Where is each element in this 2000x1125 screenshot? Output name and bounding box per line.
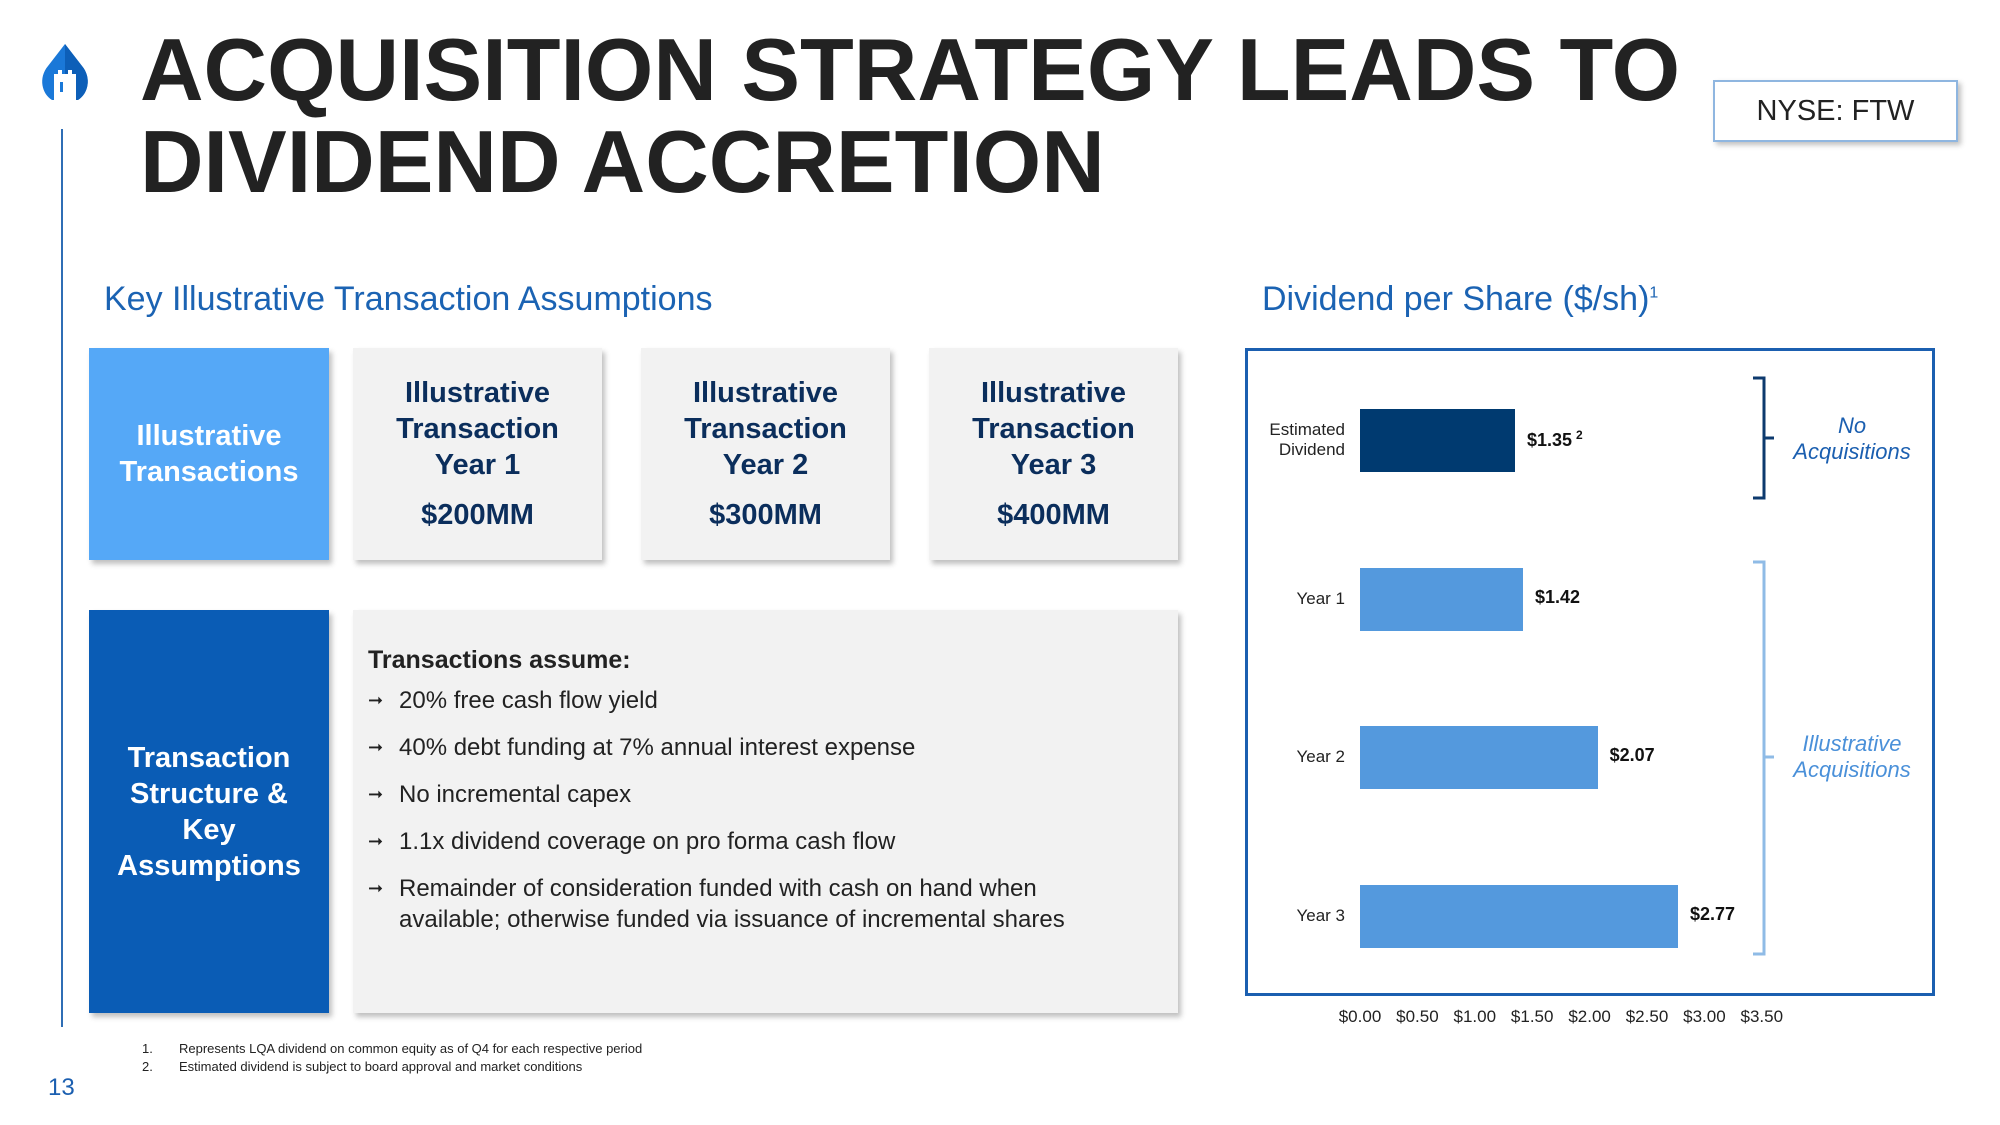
bar	[1360, 725, 1598, 789]
group-label-line: Illustrative	[1802, 731, 1902, 756]
x-tick-label: $1.00	[1453, 1007, 1497, 1026]
bullet-item: ➞ 1.1x dividend coverage on pro forma cas…	[368, 826, 1163, 857]
value-label-text: $2.07	[1609, 745, 1655, 765]
card-line: Transaction	[972, 413, 1135, 445]
category-label: Year 1	[1296, 589, 1345, 608]
page-title: ACQUISITION STRATEGY LEADS TO DIVIDEND AC…	[140, 24, 1700, 208]
x-tick-label: $2.00	[1568, 1007, 1611, 1026]
value-label-text: $2.77	[1689, 904, 1736, 924]
value-label-text: $1.42	[1535, 587, 1581, 607]
arrow-icon: ➞	[368, 737, 384, 757]
card-amount: $400MM	[997, 499, 1110, 531]
structure-assumptions-label: Transaction Structure & Key Assumptions	[89, 610, 329, 1013]
footnote-text: Represents LQA dividend on common equity…	[179, 1041, 643, 1056]
company-logo-icon	[42, 44, 88, 100]
x-tick-label: $2.50	[1625, 1007, 1669, 1026]
card-line: Transaction	[684, 413, 847, 445]
category-label: Year 3	[1296, 906, 1345, 925]
assumptions-heading: Transactions assume:	[368, 646, 631, 674]
bullet-text: Remainder of consideration funded with c…	[399, 875, 1065, 933]
bar	[1360, 567, 1524, 631]
group-label-line: Acquisitions	[1793, 439, 1911, 464]
category-label: Year 2	[1296, 747, 1345, 766]
brace-no-acquisitions	[1753, 376, 1774, 500]
dividend-chart-frame	[1245, 348, 1935, 996]
card-amount: $200MM	[421, 499, 534, 531]
assumptions-subtitle: Key Illustrative Transaction Assumptions	[104, 280, 713, 318]
value-label: $1.42	[1535, 587, 1580, 608]
chart-subtitle: Dividend per Share ($/sh)1	[1262, 280, 1658, 319]
category-label: Estimated Dividend	[1269, 420, 1345, 459]
card-line: Illustrative	[404, 377, 551, 409]
footnote-text: Estimated dividend is subject to board a…	[179, 1059, 583, 1074]
bullet-item: ➞ Remainder of consideration funded with …	[368, 873, 1163, 935]
brace-illustrative-acquisitions	[1753, 560, 1774, 956]
footnote-2: 2. Estimated dividend is subject to board…	[142, 1059, 582, 1074]
title-line: DIVIDEND ACCRETION	[140, 112, 1105, 211]
transaction-card-year-1: Illustrative Transaction Year 1 $200MM	[353, 348, 602, 560]
x-tick-label: $3.50	[1740, 1007, 1784, 1026]
bar	[1360, 408, 1515, 472]
group-braces	[1753, 376, 1774, 956]
page-number: 13	[48, 1074, 75, 1101]
group-label-line: Acquisitions	[1793, 757, 1911, 782]
footnote-number: 2.	[142, 1059, 153, 1074]
x-tick-label: $3.00	[1683, 1007, 1726, 1026]
bullet-item: ➞ No incremental capex	[368, 779, 1163, 810]
x-tick-label: $1.50	[1510, 1007, 1554, 1026]
bullet-item: ➞ 20% free cash flow yield	[368, 685, 1163, 716]
transaction-card-year-3: Illustrative Transaction Year 3 $400MM	[929, 348, 1178, 560]
group-label-no-acquisitions: No Acquisitions	[1777, 413, 1927, 465]
arrow-icon: ➞	[368, 831, 384, 851]
arrow-icon: ➞	[368, 690, 384, 710]
value-label-text: $1.35	[1526, 430, 1573, 450]
footnote-ref: 2	[1576, 428, 1583, 442]
card-line: Transaction	[396, 413, 559, 445]
bar	[1360, 884, 1678, 948]
vertical-divider	[61, 129, 63, 1027]
bullet-text: 1.1x dividend coverage on pro forma cash…	[399, 828, 896, 855]
group-label-illustrative-acquisitions: Illustrative Acquisitions	[1777, 731, 1927, 783]
ticker-badge: NYSE: FTW	[1713, 80, 1958, 142]
bullet-text: 40% debt funding at 7% annual interest e…	[399, 734, 916, 761]
illustrative-transactions-label: Illustrative Transactions	[89, 348, 329, 560]
title-line: ACQUISITION STRATEGY LEADS TO	[140, 20, 1681, 119]
group-label-line: No	[1837, 413, 1867, 438]
arrow-icon: ➞	[368, 878, 384, 898]
x-tick-label: $0.00	[1338, 1007, 1382, 1026]
card-line: Illustrative	[980, 377, 1127, 409]
card-line: Year 2	[722, 449, 809, 481]
card-line: Year 3	[1010, 449, 1097, 481]
value-label: $2.77	[1690, 904, 1735, 925]
bullet-text: 20% free cash flow yield	[399, 687, 658, 714]
value-label: $2.07	[1610, 745, 1655, 766]
footnote-ref: 1	[1649, 284, 1659, 302]
assumptions-panel: Transactions assume: ➞ 20% free cash flow…	[353, 610, 1178, 1013]
card-amount: $300MM	[709, 499, 822, 531]
card-line: Year 1	[434, 449, 521, 481]
chart-subtitle-text: Dividend per Share ($/sh)	[1262, 280, 1650, 318]
value-label: $1.35 2	[1527, 428, 1583, 451]
transaction-card-year-2: Illustrative Transaction Year 2 $300MM	[641, 348, 890, 560]
bullet-text: No incremental capex	[399, 781, 632, 808]
footnote-number: 1.	[142, 1041, 153, 1056]
footnote-1: 1. Represents LQA dividend on common equi…	[142, 1041, 642, 1056]
card-line: Illustrative	[692, 377, 839, 409]
bullet-item: ➞ 40% debt funding at 7% annual interest …	[368, 732, 1163, 763]
x-tick-label: $0.50	[1396, 1007, 1439, 1026]
arrow-icon: ➞	[368, 784, 384, 804]
